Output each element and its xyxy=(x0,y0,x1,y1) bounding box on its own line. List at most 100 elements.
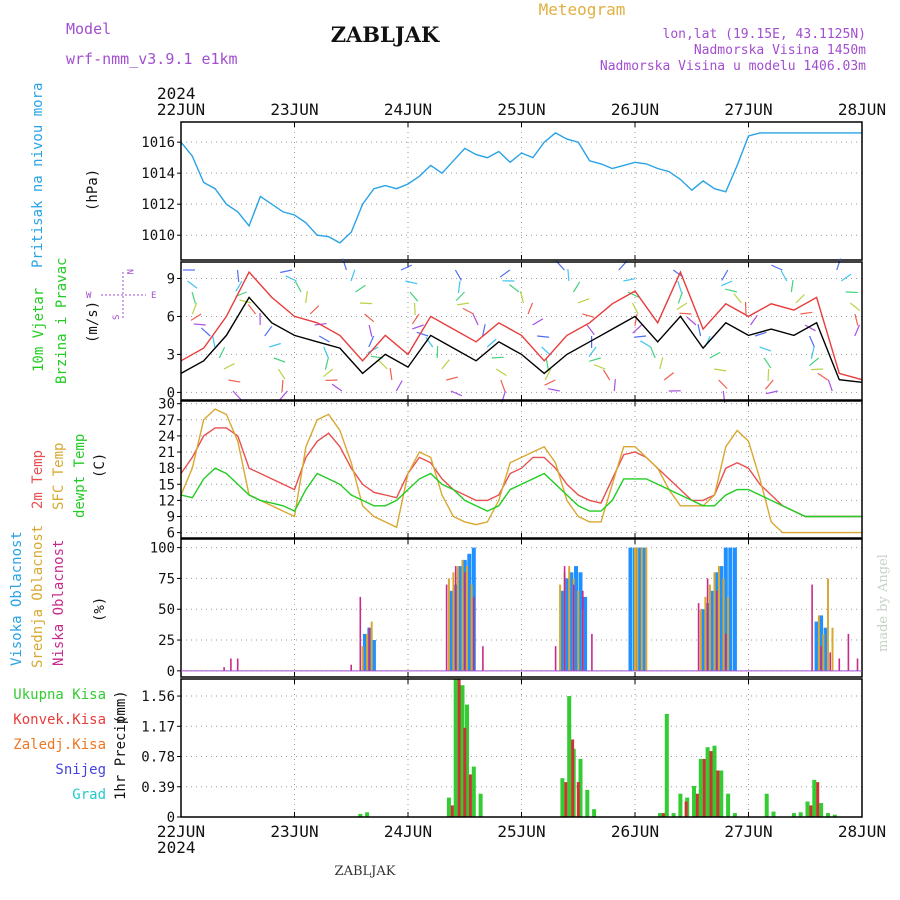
clouds-bar xyxy=(578,572,583,671)
wind-ytick-label: 9 xyxy=(167,271,175,287)
clouds-bar xyxy=(236,658,239,671)
clouds-bar xyxy=(569,572,574,671)
wind-arrow xyxy=(190,313,202,321)
wind-arrow xyxy=(223,363,235,370)
wind-arrow xyxy=(281,379,284,393)
wind-arrow xyxy=(187,280,198,289)
wind-arrow xyxy=(269,342,281,348)
date-label-bottom: 27JUN xyxy=(724,822,772,841)
wind-arrow xyxy=(593,364,606,370)
clouds-bar xyxy=(447,578,450,671)
precip-bar xyxy=(571,739,575,817)
precip-bar xyxy=(460,685,465,817)
clouds-bar xyxy=(473,596,475,671)
wind-arrow xyxy=(613,378,616,392)
wind-arrow xyxy=(840,273,852,282)
clouds-bar xyxy=(564,578,569,671)
wind-arrow xyxy=(482,324,486,337)
wind-arrow xyxy=(400,264,413,271)
temp2m-ylabel: 2m Temp xyxy=(30,450,46,509)
precip-bar xyxy=(478,793,483,817)
wind-arrow xyxy=(323,368,334,378)
wind-dir-west: W xyxy=(86,291,92,301)
wind-arrow xyxy=(405,280,418,285)
clouds-bar xyxy=(829,652,831,671)
wind-arrow xyxy=(537,335,550,338)
precip-bar xyxy=(712,745,717,817)
wind-arrow xyxy=(472,313,479,326)
precip-bar xyxy=(661,813,665,817)
clouds-bar xyxy=(856,658,859,671)
plot-layer: 1010101210141016036969121518212427300255… xyxy=(141,100,886,841)
clouds-bar xyxy=(645,547,648,671)
precip-bar xyxy=(698,758,703,817)
wind-arrow xyxy=(640,340,651,348)
precip-side-labels: Ukupna Kisa Konvek.Kisa Zaledj.Kisa Snij… xyxy=(13,687,129,803)
wind-arrow xyxy=(677,291,683,304)
date-label-top: 25JUN xyxy=(497,100,545,119)
clouds-bar xyxy=(560,590,565,671)
wind-arrow xyxy=(809,357,819,367)
wind-panel: 0 3 6 9 xyxy=(167,258,863,403)
dewpt-ylabel: dewpt Temp xyxy=(72,434,88,518)
wind-arrow xyxy=(360,302,373,305)
clouds-bar xyxy=(591,633,593,671)
precip-bar xyxy=(446,797,451,817)
clouds-bar xyxy=(370,621,373,671)
clouds-bar xyxy=(554,646,557,671)
wind-arrow xyxy=(412,324,424,330)
precip-legend-snow: Snijeg xyxy=(55,762,106,778)
clouds-bar xyxy=(463,572,466,671)
wind-arrow xyxy=(544,368,552,380)
date-label-top: 24JUN xyxy=(384,100,432,119)
pressure-unit: (hPa) xyxy=(85,169,101,211)
clouds-bar xyxy=(482,646,484,671)
wind-arrow xyxy=(236,269,240,282)
wind-arrow xyxy=(582,313,595,318)
wind-arrow xyxy=(767,368,770,382)
wind-arrow xyxy=(309,305,320,315)
precip-bar xyxy=(658,813,662,817)
wind-arrow xyxy=(765,390,778,395)
temperature-ytick-label: 9 xyxy=(167,510,175,526)
wind-arrow xyxy=(686,316,697,326)
wind-arrow xyxy=(200,327,211,337)
clouds-bar xyxy=(449,590,454,671)
wind-arrow xyxy=(765,379,774,390)
wind-arrow xyxy=(567,268,570,282)
wind-arrow xyxy=(676,302,688,311)
date-label-bottom: 24JUN xyxy=(384,822,432,841)
wind-arrow xyxy=(425,336,434,348)
temperature-ytick-label: 12 xyxy=(158,493,175,509)
clouds-bar xyxy=(722,578,725,671)
precip-bar xyxy=(678,793,683,817)
wind-arrow xyxy=(446,376,459,381)
cloud-unit: (%) xyxy=(92,597,108,622)
clouds-ytick-label: 75 xyxy=(158,571,175,587)
wind-arrow xyxy=(280,269,293,274)
clouds-bar xyxy=(725,633,727,671)
cloud-side-labels: Visoka Oblacnost Srednja Oblacnost Niska… xyxy=(9,525,108,668)
wind-arrow xyxy=(697,324,702,337)
pressure-panel: 1010 1012 1014 1016 xyxy=(141,121,863,261)
wind-arrow xyxy=(663,372,675,381)
temperature-ytick-label: 24 xyxy=(158,429,175,445)
date-label-bottom: 25JUN xyxy=(497,822,545,841)
pressure-ytick-label: 1012 xyxy=(141,197,175,213)
wind-arrow xyxy=(827,379,833,392)
precip-bar xyxy=(692,786,696,817)
precip-panel: 0 0.39 0.78 1.17 1.56 xyxy=(141,678,863,826)
clouds-bar xyxy=(817,615,820,671)
wind-arrow xyxy=(623,278,636,282)
wind-frame xyxy=(180,261,863,401)
date-label-top: 26JUN xyxy=(611,100,659,119)
clouds-bar xyxy=(470,584,473,671)
clouds-bar xyxy=(814,621,819,671)
precip-bar xyxy=(567,696,572,817)
wind-arrow xyxy=(239,299,252,304)
precip-bar xyxy=(764,793,769,817)
clouds-ytick-label: 100 xyxy=(150,541,175,557)
clouds-bar xyxy=(359,596,362,671)
clouds-ytick-label: 0 xyxy=(167,664,175,680)
